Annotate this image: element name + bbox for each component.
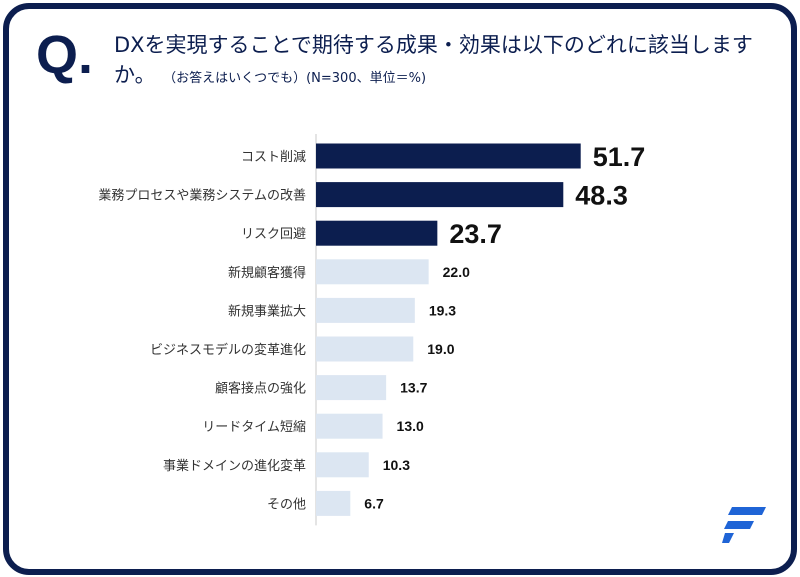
category-label: リードタイム短縮 xyxy=(202,419,306,435)
category-label: 事業ドメインの進化変革 xyxy=(163,458,306,474)
value-label: 51.7 xyxy=(593,142,646,172)
value-label: 6.7 xyxy=(364,495,384,511)
bar xyxy=(316,220,438,246)
bar xyxy=(316,452,369,478)
value-label: 10.3 xyxy=(383,457,410,473)
value-label: 19.3 xyxy=(429,302,456,318)
card-frame xyxy=(3,3,797,575)
logo-middle-stroke xyxy=(724,521,754,529)
category-label: 顧客接点の強化 xyxy=(215,381,306,397)
bar xyxy=(316,413,383,439)
question-note: （お答えはいくつでも）(N=300、単位＝%) xyxy=(169,71,427,86)
category-label: その他 xyxy=(267,497,306,512)
logo-stem-stroke xyxy=(722,533,734,543)
category-label: 新規顧客獲得 xyxy=(228,265,306,281)
value-label: 23.7 xyxy=(449,219,502,249)
question-text: DXを実現することで期待する成果・効果は以下のどれに該当しますか。 （お答えはいく… xyxy=(114,30,764,94)
bar xyxy=(316,297,415,323)
category-label: ビジネスモデルの変革進化 xyxy=(150,342,306,358)
category-label: 業務プロセスや業務システムの改善 xyxy=(98,188,306,204)
value-label: 22.0 xyxy=(443,264,470,280)
value-label: 48.3 xyxy=(575,181,628,211)
category-label: リスク回避 xyxy=(241,227,306,242)
category-label: 新規事業拡大 xyxy=(228,303,306,319)
question-title: DXを実現することで期待する成果・効果は以下のどれに該当しますか。 xyxy=(114,33,753,87)
brand-logo-icon xyxy=(722,507,766,543)
value-label: 19.0 xyxy=(427,341,454,357)
bar xyxy=(316,336,414,362)
value-label: 13.7 xyxy=(400,380,427,396)
bar xyxy=(316,259,429,285)
logo-top-stroke xyxy=(728,507,766,515)
bar xyxy=(316,375,387,401)
category-label: コスト削減 xyxy=(241,149,306,165)
bar xyxy=(316,143,581,169)
question-mark: Q. xyxy=(36,25,94,85)
value-label: 13.0 xyxy=(397,418,424,434)
bar xyxy=(316,182,564,208)
bar xyxy=(316,490,351,516)
